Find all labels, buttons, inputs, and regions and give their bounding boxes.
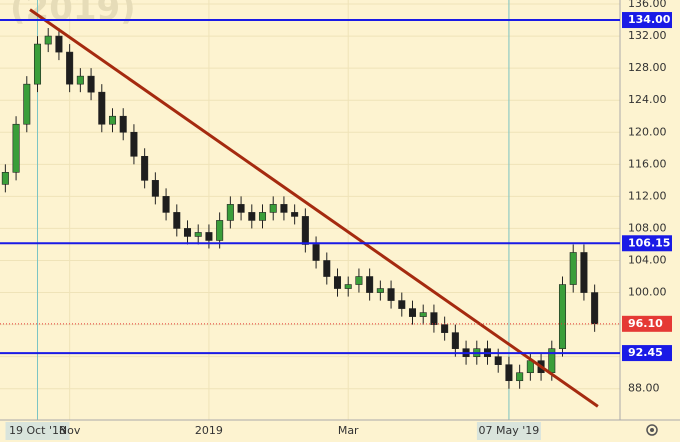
x-tick-label: Mar — [338, 424, 359, 437]
candle-body — [1, 172, 9, 185]
x-tick-label: 19 Oct '18 — [9, 424, 66, 437]
candle-body — [216, 220, 224, 241]
x-label-box — [476, 422, 541, 440]
candle-body — [376, 288, 384, 293]
gear[interactable] — [646, 424, 658, 436]
candle-body — [580, 252, 588, 293]
y-tick-label: 104.00 — [628, 253, 667, 266]
candle-body — [141, 155, 149, 181]
y-tick-label: 88.00 — [628, 382, 660, 395]
candle-body — [66, 51, 74, 85]
candle-body — [516, 372, 524, 382]
candle-body — [76, 75, 84, 85]
candle-body — [558, 284, 567, 349]
y-tick-label: 132.00 — [628, 29, 667, 42]
candle-body — [430, 312, 438, 325]
candle-body — [366, 276, 374, 293]
level-label: 106.15 — [628, 236, 670, 249]
candle-body — [269, 204, 277, 213]
level-label-box — [622, 345, 672, 362]
candle-body — [323, 260, 331, 277]
candle-body — [344, 284, 352, 289]
candle-body — [55, 35, 63, 53]
y-tick-label: 120.00 — [628, 125, 667, 138]
candle-body — [183, 228, 192, 237]
candle-body — [291, 212, 299, 217]
candle-body — [494, 356, 502, 365]
y-tick-label: 128.00 — [628, 61, 667, 74]
level-label-box — [622, 235, 672, 252]
candle-body — [398, 300, 406, 309]
level-label: 134.00 — [628, 13, 671, 26]
candle-body — [173, 212, 181, 229]
candle-body — [333, 276, 342, 289]
gear-center[interactable] — [650, 428, 654, 432]
candle-body — [408, 308, 417, 317]
candle-body — [355, 276, 363, 285]
x-tick-label: 07 May '19 — [479, 424, 540, 437]
candle-body — [280, 204, 288, 213]
candle-body — [248, 212, 256, 221]
candle-body — [205, 232, 213, 241]
candle-body — [119, 115, 127, 133]
candle-body — [87, 75, 95, 93]
candle-body — [162, 196, 170, 213]
level-label: 92.45 — [628, 346, 663, 359]
y-tick-label: 136.00 — [628, 0, 667, 10]
candle-body — [98, 91, 106, 125]
candle-body — [301, 216, 309, 245]
candle-body — [151, 180, 159, 197]
candle-body — [130, 131, 138, 157]
candle-body — [505, 364, 513, 382]
x-tick-label: 2019 — [195, 424, 223, 437]
y-tick-label: 108.00 — [628, 221, 667, 234]
candle-body — [451, 332, 459, 349]
y-tick-label: 116.00 — [628, 157, 667, 170]
candle-body — [237, 204, 245, 213]
candle-body — [23, 83, 31, 125]
y-tick-label: 124.00 — [628, 93, 667, 106]
candle-body — [569, 252, 577, 285]
watermark: (2019) — [10, 0, 136, 29]
candle-body — [12, 123, 20, 173]
price-label-box — [622, 315, 672, 332]
y-tick-label: 112.00 — [628, 189, 667, 202]
x-label-box — [5, 422, 70, 440]
trend-line — [29, 8, 599, 408]
candle-body — [419, 312, 427, 317]
x-tick-label: Nov — [59, 424, 81, 437]
candle-body — [441, 324, 449, 333]
y-tick-label: 100.00 — [628, 286, 667, 299]
candle-body — [33, 43, 42, 85]
candle-body — [258, 212, 267, 221]
candle-body — [591, 292, 599, 325]
current-price-label: 96.10 — [628, 317, 663, 330]
candle-body — [312, 244, 320, 261]
candle-body — [226, 204, 234, 221]
candle-body — [194, 232, 202, 237]
candle-body — [387, 288, 395, 301]
level-label-box — [622, 12, 672, 29]
candle-body — [44, 35, 52, 45]
settings-icon[interactable] — [646, 424, 658, 436]
candle-body — [108, 115, 117, 125]
